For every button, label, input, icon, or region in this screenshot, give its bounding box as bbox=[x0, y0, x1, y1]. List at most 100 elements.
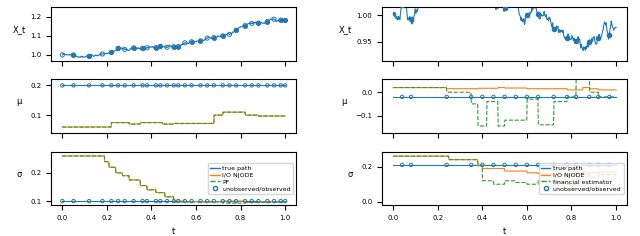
Point bbox=[113, 46, 123, 50]
Point bbox=[240, 84, 250, 87]
Point bbox=[269, 84, 279, 87]
Point bbox=[276, 84, 286, 87]
Point bbox=[142, 46, 152, 50]
Point bbox=[593, 36, 604, 39]
Point bbox=[218, 34, 228, 38]
Point bbox=[173, 84, 183, 87]
Point bbox=[195, 199, 205, 203]
Point bbox=[162, 84, 172, 87]
Point bbox=[142, 199, 152, 203]
Point bbox=[406, 163, 416, 167]
Y-axis label: μ: μ bbox=[342, 97, 347, 106]
Point bbox=[253, 84, 264, 87]
Point bbox=[68, 53, 79, 57]
Point bbox=[548, 28, 559, 31]
Point bbox=[84, 84, 94, 87]
Point bbox=[262, 84, 273, 87]
Point bbox=[533, 163, 543, 167]
Point bbox=[218, 84, 228, 87]
Point bbox=[84, 199, 94, 203]
Point bbox=[488, 163, 499, 167]
Point bbox=[511, 0, 521, 3]
Point bbox=[500, 163, 510, 167]
Point bbox=[106, 84, 116, 87]
Point bbox=[262, 20, 273, 23]
X-axis label: t: t bbox=[503, 227, 506, 236]
Y-axis label: μ: μ bbox=[17, 97, 22, 106]
Point bbox=[138, 199, 148, 203]
Point bbox=[225, 199, 235, 203]
Point bbox=[129, 199, 139, 203]
Point bbox=[225, 84, 235, 87]
Point bbox=[246, 199, 257, 203]
Point bbox=[151, 46, 161, 50]
Point bbox=[262, 20, 273, 23]
Point bbox=[548, 95, 559, 99]
Point bbox=[604, 163, 614, 167]
Point bbox=[488, 95, 499, 99]
Point bbox=[276, 18, 286, 22]
Point bbox=[168, 45, 179, 49]
Point bbox=[406, 95, 416, 99]
Point bbox=[584, 95, 595, 99]
Legend: true path, I/O NJODE, PF, unobserved/observed: true path, I/O NJODE, PF, unobserved/obs… bbox=[208, 163, 293, 194]
Y-axis label: X_t: X_t bbox=[339, 25, 352, 34]
Point bbox=[584, 163, 595, 167]
Point bbox=[173, 199, 183, 203]
Point bbox=[442, 1, 452, 4]
Point bbox=[397, 95, 407, 99]
Point bbox=[168, 45, 179, 49]
Point bbox=[129, 84, 139, 87]
Point bbox=[240, 199, 250, 203]
Point bbox=[186, 40, 196, 44]
Point bbox=[180, 41, 190, 45]
Point bbox=[68, 53, 79, 57]
Point bbox=[548, 163, 559, 167]
Point bbox=[151, 199, 161, 203]
Point bbox=[500, 7, 510, 10]
Point bbox=[269, 199, 279, 203]
Point bbox=[195, 39, 205, 43]
Point bbox=[231, 199, 241, 203]
Point bbox=[477, 95, 488, 99]
Point bbox=[173, 45, 183, 48]
Point bbox=[209, 84, 219, 87]
Point bbox=[522, 163, 532, 167]
Point bbox=[253, 199, 264, 203]
Point bbox=[186, 199, 196, 203]
Point bbox=[562, 36, 572, 40]
Point bbox=[280, 84, 291, 87]
Point bbox=[57, 53, 67, 57]
Point bbox=[151, 84, 161, 87]
Point bbox=[246, 21, 257, 25]
Point bbox=[240, 24, 250, 28]
Point bbox=[156, 199, 166, 203]
Point bbox=[68, 199, 79, 203]
Point bbox=[209, 36, 219, 39]
Point bbox=[269, 17, 279, 21]
Point bbox=[253, 21, 264, 25]
Point bbox=[262, 199, 273, 203]
Point bbox=[604, 33, 614, 37]
Point bbox=[120, 47, 130, 51]
Point bbox=[129, 46, 139, 50]
Point bbox=[120, 84, 130, 87]
Point bbox=[156, 45, 166, 48]
Point bbox=[162, 199, 172, 203]
Point bbox=[138, 46, 148, 50]
Point bbox=[106, 51, 116, 54]
Point bbox=[156, 84, 166, 87]
Point bbox=[195, 39, 205, 43]
Point bbox=[225, 33, 235, 36]
Point bbox=[113, 199, 123, 203]
Point bbox=[68, 84, 79, 87]
Point bbox=[246, 84, 257, 87]
Point bbox=[173, 45, 183, 48]
Point bbox=[151, 46, 161, 50]
Point bbox=[168, 84, 179, 87]
Point bbox=[240, 24, 250, 28]
Point bbox=[202, 84, 212, 87]
Point bbox=[84, 54, 94, 58]
Point bbox=[84, 54, 94, 58]
Point bbox=[218, 199, 228, 203]
